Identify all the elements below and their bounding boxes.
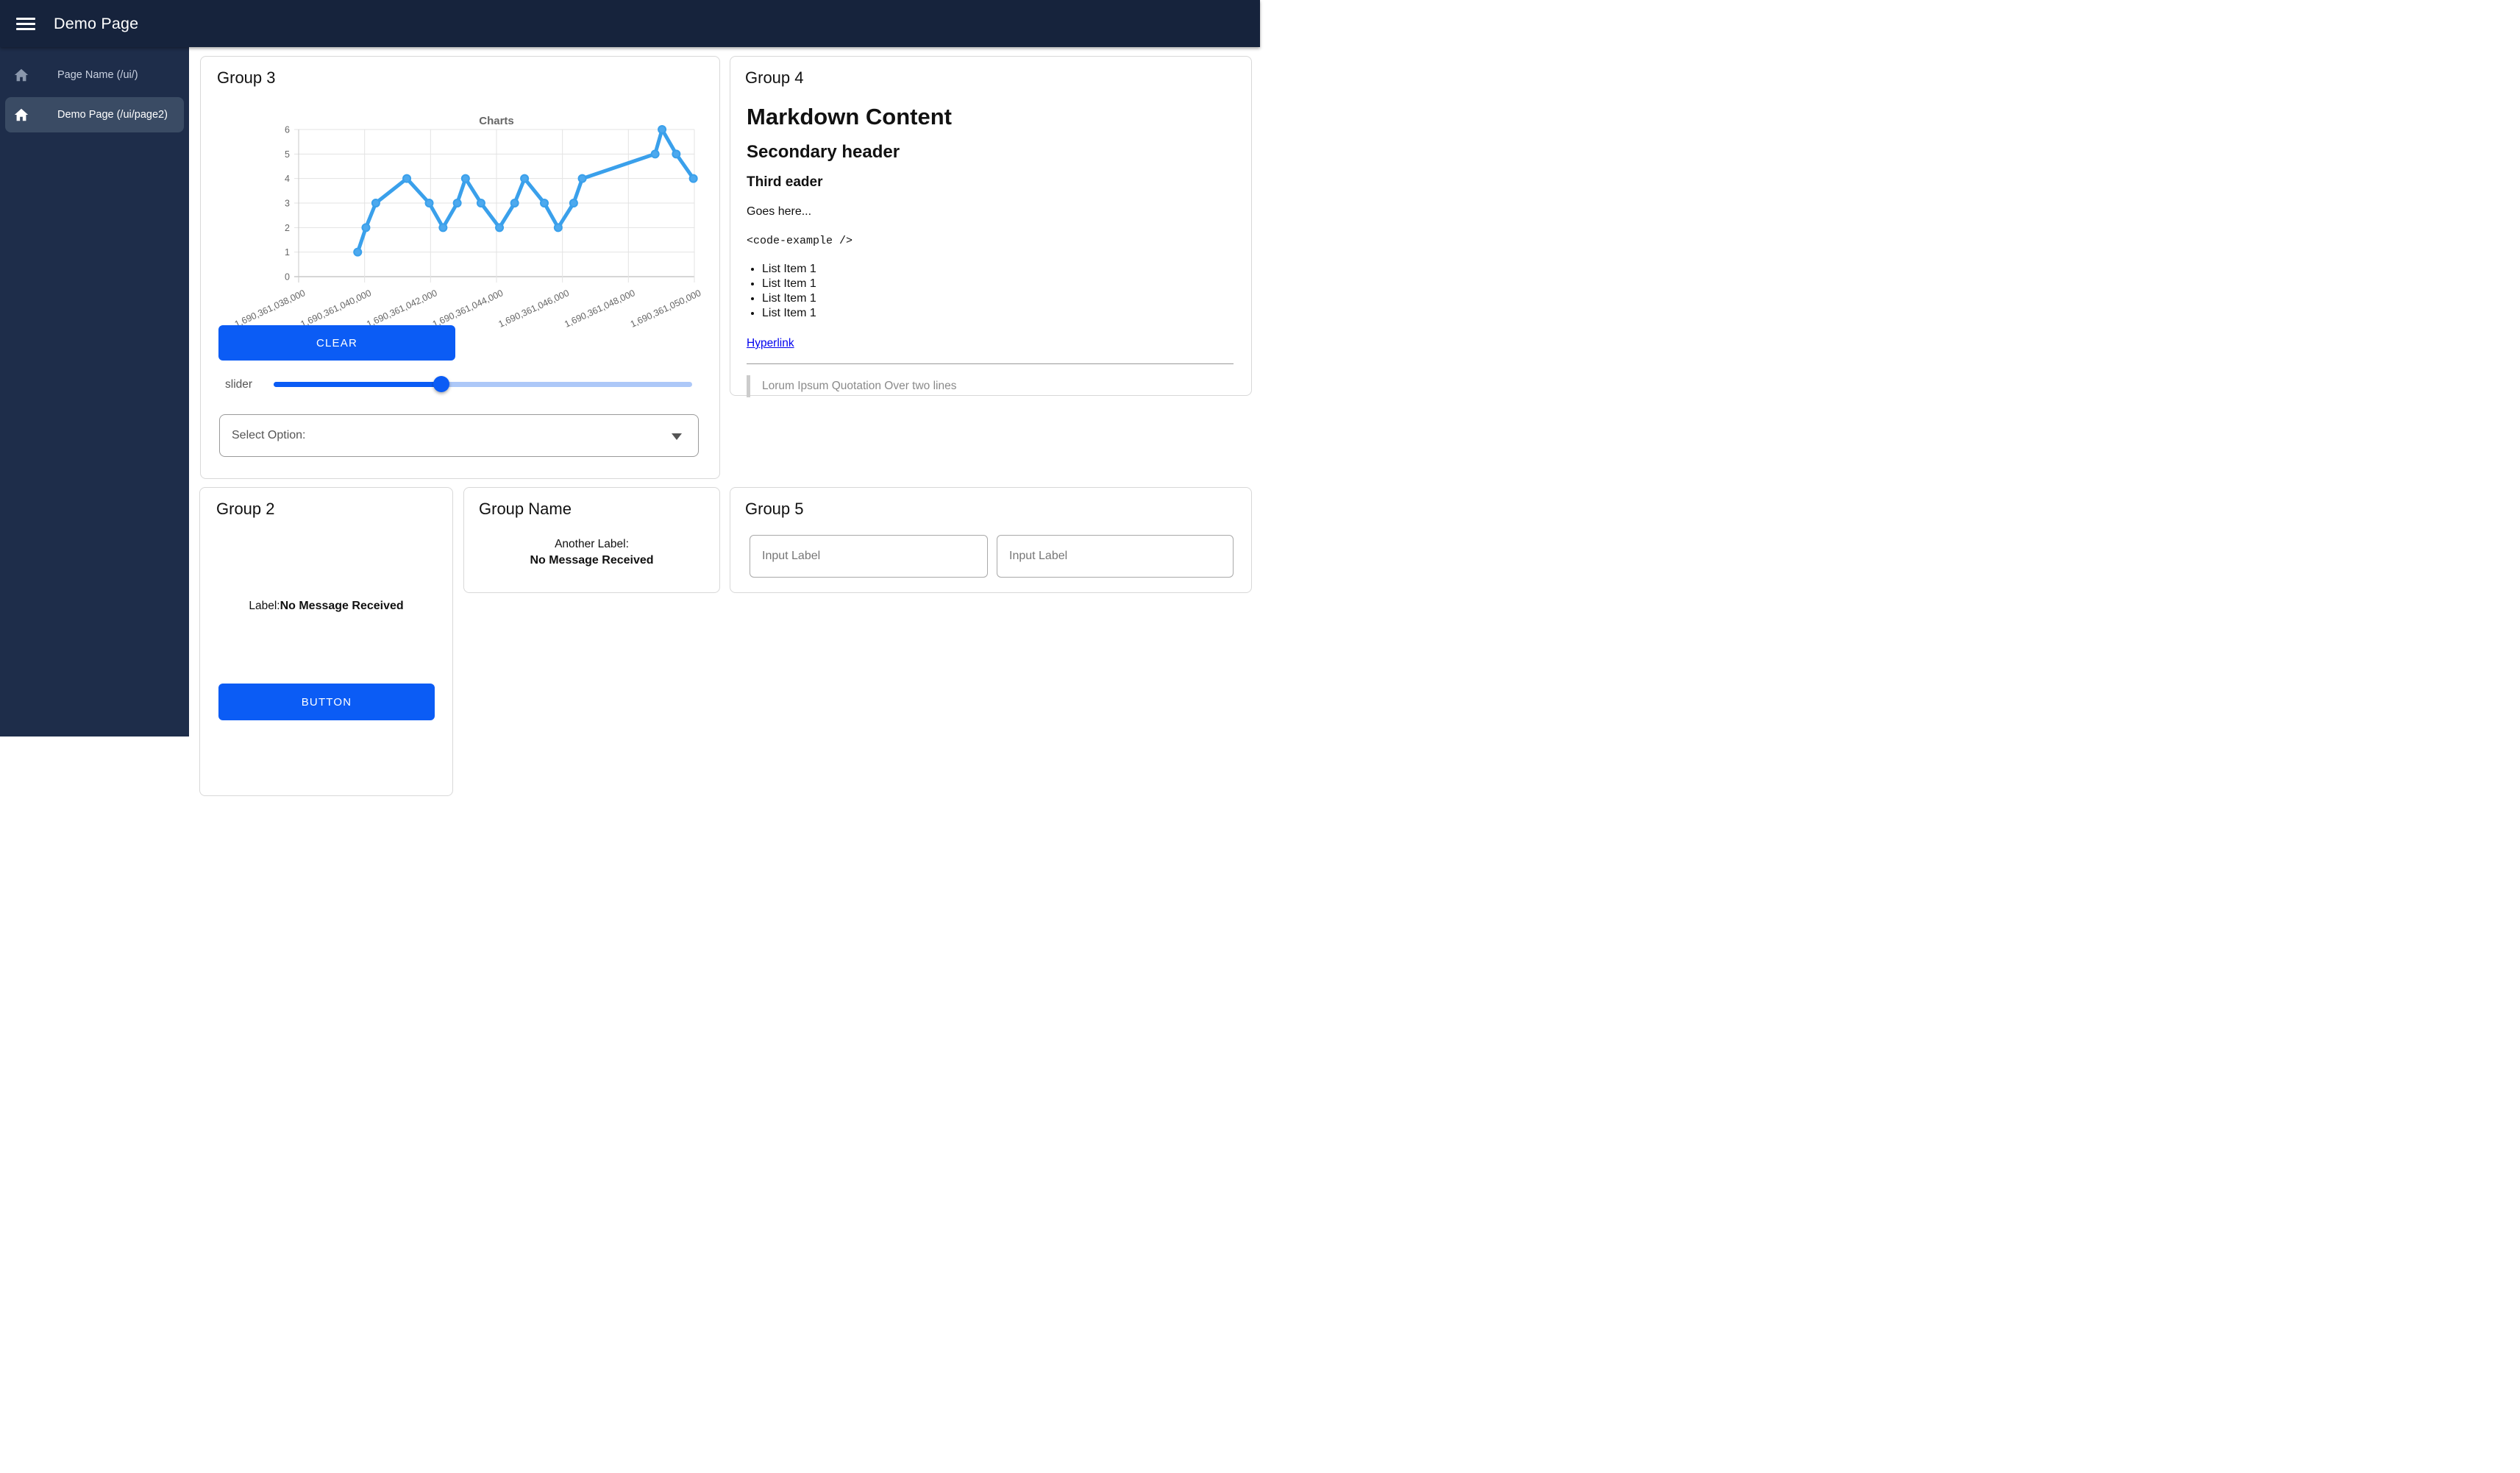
- another-label-value: No Message Received: [530, 554, 654, 567]
- slider-fill: [274, 382, 441, 387]
- group2-message: Label:No Message Received: [200, 600, 452, 613]
- card-group5: Group 5: [730, 487, 1252, 593]
- chart-point: [371, 199, 380, 207]
- markdown-quote: Lorum Ipsum Quotation Over two lines: [747, 375, 1234, 397]
- markdown-h2: Secondary header: [747, 142, 900, 162]
- card-group4-title: Group 4: [745, 68, 804, 87]
- svg-text:3: 3: [285, 199, 290, 209]
- chart-point: [353, 247, 363, 257]
- line-chart: 0 1 2 3 4 5 6 1,690,361,038,0001,690,361,040,00…: [233, 115, 702, 330]
- svg-text:1,690,361,040,000: 1,690,361,040,000: [299, 288, 373, 330]
- markdown-paragraph: Goes here...: [747, 205, 812, 218]
- card-group2-title: Group 2: [216, 500, 275, 518]
- list-item: List Item 1: [762, 277, 1234, 291]
- chart-point: [650, 149, 660, 159]
- svg-text:1,690,361,046,000: 1,690,361,046,000: [497, 288, 571, 330]
- sidebar-item-1[interactable]: Page Name (/ui/): [5, 57, 184, 93]
- chart-point: [476, 199, 485, 207]
- svg-text:1,690,361,038,000: 1,690,361,038,000: [233, 288, 307, 330]
- svg-text:Charts: Charts: [479, 115, 514, 127]
- card-group3: Group 3 0 1 2 3 4 5 6 1,690,361,038,000 1,690,36…: [200, 56, 720, 479]
- markdown-content: Markdown Content Secondary header Third …: [747, 99, 1234, 397]
- chart-point: [510, 199, 519, 207]
- app-title: Demo Page: [54, 14, 139, 32]
- svg-text:0: 0: [285, 272, 290, 283]
- chart-point: [672, 149, 681, 159]
- group2-label-prefix: Label:: [249, 600, 280, 612]
- chart-point: [452, 199, 462, 207]
- hyperlink[interactable]: Hyperlink: [747, 337, 794, 349]
- card-group2: Group 2 Label:No Message Received BUTTON: [199, 487, 453, 796]
- card-group3-title: Group 3: [217, 68, 276, 87]
- home-icon: [14, 68, 29, 82]
- sidebar-item-label: Page Name (/ui/): [57, 69, 138, 81]
- chart-point: [402, 174, 412, 183]
- home-icon: [14, 108, 29, 121]
- svg-text:4: 4: [285, 174, 290, 184]
- group2-label-value: No Message Received: [280, 600, 404, 612]
- slider-track[interactable]: [274, 376, 692, 392]
- select-option-label: Select Option:: [232, 429, 306, 441]
- markdown-h3: Third eader: [747, 174, 823, 190]
- sidebar: Page Name (/ui/) Demo Page (/ui/page2): [0, 47, 189, 736]
- markdown-h1: Markdown Content: [747, 104, 952, 129]
- slider-label: slider: [225, 378, 253, 391]
- svg-text:1,690,361,044,000: 1,690,361,044,000: [431, 288, 505, 330]
- chart-point: [540, 199, 549, 207]
- menu-icon[interactable]: [16, 17, 35, 30]
- app-header: Demo Page: [0, 0, 1260, 47]
- input-field-2[interactable]: [997, 535, 1234, 578]
- svg-text:6: 6: [285, 125, 290, 135]
- input-field-1[interactable]: [750, 535, 988, 578]
- svg-text:1,690,361,048,000: 1,690,361,048,000: [563, 288, 636, 330]
- sidebar-item-2[interactable]: Demo Page (/ui/page2): [5, 97, 184, 132]
- chevron-down-icon: [672, 433, 682, 440]
- card-group-name: Group Name Another Label: No Message Rec…: [463, 487, 720, 593]
- list-item: List Item 1: [762, 291, 1234, 306]
- chart-point: [361, 223, 371, 233]
- svg-text:5: 5: [285, 149, 290, 160]
- svg-text:2: 2: [285, 223, 290, 233]
- another-label: Another Label:: [555, 538, 629, 550]
- chart-point: [688, 174, 698, 183]
- chart-point: [424, 199, 434, 207]
- svg-text:1,690,361,050,000: 1,690,361,050,000: [629, 288, 702, 330]
- list-item: List Item 1: [762, 306, 1234, 321]
- chart-point: [553, 223, 563, 233]
- sidebar-item-label: Demo Page (/ui/page2): [57, 109, 168, 121]
- card-group5-title: Group 5: [745, 500, 804, 518]
- svg-text:1,690,361,042,000: 1,690,361,042,000: [365, 288, 438, 330]
- svg-text:1: 1: [285, 247, 290, 258]
- chart-point: [495, 223, 505, 233]
- clear-button[interactable]: CLEAR: [218, 325, 455, 361]
- divider: [747, 363, 1234, 364]
- list-item: List Item 1: [762, 262, 1234, 277]
- chart-point: [520, 174, 530, 183]
- chart-point: [438, 223, 448, 233]
- slider-thumb[interactable]: [433, 376, 449, 392]
- chart-point: [569, 199, 578, 207]
- action-button[interactable]: BUTTON: [218, 684, 435, 720]
- card-group4: Group 4 Markdown Content Secondary heade…: [730, 56, 1252, 397]
- markdown-list: List Item 1List Item 1List Item 1List It…: [747, 262, 1234, 321]
- chart-point: [577, 174, 587, 183]
- card-group-name-title: Group Name: [479, 500, 572, 518]
- markdown-code: <code-example />: [747, 235, 853, 247]
- chart-point: [460, 174, 470, 183]
- select-option-dropdown[interactable]: Select Option:: [219, 414, 699, 457]
- chart-point: [658, 125, 667, 134]
